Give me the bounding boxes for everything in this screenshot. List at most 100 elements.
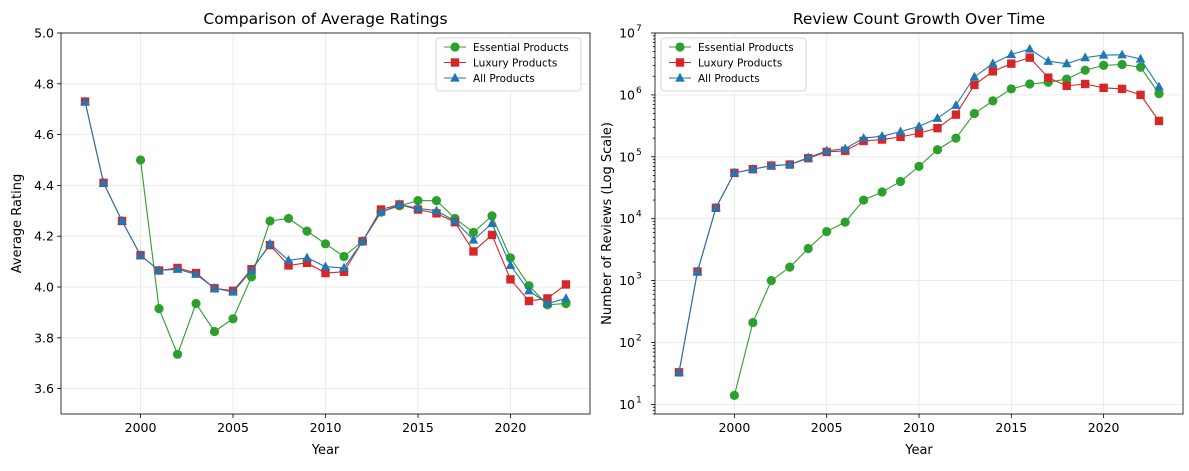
data-point bbox=[413, 196, 423, 206]
legend-box bbox=[660, 37, 807, 92]
y-axis-label: Number of Reviews (Log Scale) bbox=[600, 122, 615, 325]
y-tick-label: 5.0 bbox=[34, 26, 54, 41]
x-tick-label: 2020 bbox=[495, 420, 527, 435]
legend-label: All Products bbox=[473, 73, 535, 85]
y-tick-label: 10 bbox=[619, 26, 635, 41]
y-tick-exponent: 3 bbox=[636, 272, 642, 282]
data-point bbox=[283, 213, 294, 224]
data-point bbox=[506, 275, 515, 284]
y-tick-exponent: 5 bbox=[636, 148, 642, 158]
data-point bbox=[228, 314, 238, 324]
data-point bbox=[1080, 79, 1090, 89]
x-tick-label: 2015 bbox=[402, 420, 434, 435]
data-point bbox=[80, 96, 90, 106]
data-point bbox=[228, 286, 238, 296]
legend-item: Luxury Products bbox=[669, 57, 782, 69]
chart-title: Review Count Growth Over Time bbox=[793, 10, 1045, 28]
data-point bbox=[487, 211, 497, 221]
data-point bbox=[914, 121, 924, 130]
y-tick-exponent: 2 bbox=[636, 334, 642, 344]
legend-item: Luxury Products bbox=[444, 57, 557, 69]
y-tick-exponent: 7 bbox=[636, 24, 642, 34]
y-tick-label: 4.6 bbox=[34, 127, 54, 142]
data-point bbox=[1080, 52, 1090, 62]
data-point bbox=[932, 145, 943, 155]
legend-item: All Products bbox=[669, 72, 760, 85]
data-point bbox=[951, 133, 961, 143]
y-tick-label: 10 bbox=[619, 335, 635, 350]
data-point bbox=[896, 132, 905, 142]
data-point bbox=[542, 298, 553, 308]
data-point bbox=[988, 96, 998, 106]
data-point bbox=[766, 160, 777, 170]
data-point bbox=[674, 367, 684, 376]
x-tick-label: 2015 bbox=[995, 420, 1027, 435]
legend: Essential Products Luxury Products All Pro… bbox=[435, 37, 582, 92]
data-point bbox=[840, 143, 850, 153]
legend-label: Luxury Products bbox=[473, 57, 557, 69]
data-point bbox=[468, 234, 479, 244]
y-tick-label: 10 bbox=[619, 211, 635, 226]
data-point bbox=[859, 195, 869, 205]
data-point bbox=[376, 206, 386, 216]
data-point bbox=[711, 202, 721, 212]
y-axis-label: Average Rating bbox=[10, 174, 25, 273]
data-point bbox=[1117, 49, 1127, 59]
data-point bbox=[951, 110, 961, 119]
data-point bbox=[970, 80, 979, 90]
x-tick-label: 2000 bbox=[125, 420, 157, 435]
y-tick-exponent: 6 bbox=[636, 86, 642, 96]
data-point bbox=[1135, 53, 1146, 63]
y-tick-label: 4.2 bbox=[34, 229, 54, 244]
data-point bbox=[729, 167, 740, 177]
y-tick-label: 4.8 bbox=[34, 76, 54, 91]
data-point bbox=[413, 203, 423, 212]
data-point bbox=[339, 267, 349, 276]
series-all-products bbox=[80, 96, 571, 308]
data-point bbox=[1025, 53, 1034, 62]
data-point bbox=[1154, 116, 1164, 126]
data-point bbox=[988, 67, 998, 76]
legend-label: All Products bbox=[698, 73, 760, 85]
data-point bbox=[784, 159, 795, 169]
data-point bbox=[1006, 49, 1017, 59]
data-point bbox=[895, 176, 906, 187]
data-point bbox=[135, 155, 146, 165]
data-point bbox=[914, 161, 924, 171]
x-axis-label: Year bbox=[311, 443, 340, 458]
series-essential-products bbox=[729, 59, 1164, 400]
y-tick-exponent: 4 bbox=[636, 210, 642, 220]
data-point bbox=[1061, 58, 1072, 68]
x-tick-label: 2010 bbox=[903, 420, 935, 435]
y-tick-label: 10 bbox=[619, 397, 635, 412]
data-point bbox=[1098, 49, 1109, 59]
x-tick-label: 2020 bbox=[1088, 420, 1120, 435]
data-point bbox=[357, 236, 368, 245]
legend-item: Essential Products bbox=[669, 42, 794, 54]
data-point bbox=[320, 261, 331, 271]
data-point bbox=[561, 280, 571, 289]
data-point bbox=[561, 293, 571, 303]
data-point bbox=[1062, 74, 1072, 84]
data-point bbox=[895, 126, 906, 136]
y-tick-label: 10 bbox=[619, 87, 635, 102]
data-point bbox=[284, 261, 293, 270]
data-point bbox=[302, 226, 312, 236]
data-point bbox=[1062, 81, 1071, 91]
data-point bbox=[1043, 56, 1054, 65]
data-point bbox=[321, 268, 330, 278]
data-point bbox=[858, 132, 869, 142]
data-point bbox=[135, 250, 146, 259]
data-point bbox=[1025, 79, 1035, 89]
data-point bbox=[1044, 73, 1053, 82]
legend-label: Essential Products bbox=[698, 42, 794, 54]
legend-marker bbox=[450, 72, 460, 82]
data-point bbox=[191, 298, 201, 309]
data-point bbox=[1154, 88, 1164, 99]
data-point bbox=[246, 265, 257, 275]
data-point bbox=[969, 71, 980, 81]
data-point bbox=[469, 247, 478, 256]
data-point bbox=[191, 269, 201, 278]
x-tick-label: 2005 bbox=[217, 420, 249, 435]
